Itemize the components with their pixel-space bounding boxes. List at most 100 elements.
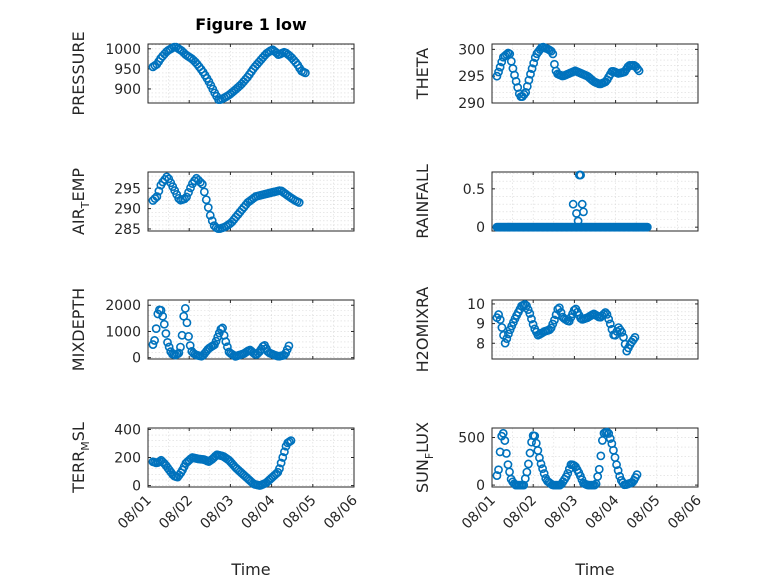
y-tick-label: 9 [476,317,485,333]
data-points [492,42,644,102]
data-point [492,71,502,81]
data-point [203,203,213,212]
data-point [207,216,217,226]
data-point [597,436,607,445]
data-point [634,66,644,76]
data-point [300,68,310,78]
data-point [522,467,532,477]
data-point [294,198,304,207]
data-point [600,308,610,317]
data-point [642,222,652,232]
y-tick-label: 0 [476,220,485,236]
data-point [617,327,627,337]
data-point [612,460,621,470]
subplot-sun-flux: 0 500 SUNFLUX 08/01 08/02 08/03 08/04 08/05 08/0… [413,422,705,532]
data-point [284,341,294,351]
data-point [162,172,172,182]
data-point [185,341,195,350]
data-point [275,464,284,474]
x-tick-label: 08/04 [239,492,279,532]
data-point [524,459,533,469]
data-point [519,90,529,99]
y-axis-label: PRESSURE [69,31,88,115]
y-axis-label: H2OMIXRA [413,287,432,373]
data-point [174,193,184,203]
data-point [539,469,549,478]
y-tick-label: 1000 [105,324,141,340]
data-point [190,176,199,186]
data-points [492,299,640,356]
xlabel-left: Time [230,560,270,579]
data-points [148,172,304,234]
data-point [531,438,541,448]
data-point [159,319,169,329]
data-point [632,470,642,480]
data-point [579,207,588,217]
x-tick-label: 08/01 [459,493,499,533]
x-tick-label: 08/06 [665,492,705,532]
data-point [576,170,585,180]
data-point [195,177,205,187]
data-point [538,464,547,474]
y-tick-label: 1000 [105,42,141,58]
data-point [156,305,166,315]
data-point [503,460,513,470]
data-point [550,315,559,325]
data-point [205,210,215,220]
data-point [502,50,511,59]
data-point [279,447,289,457]
data-point [500,338,510,348]
data-point [501,448,511,458]
data-point [199,187,209,197]
data-point [568,199,578,209]
data-point [529,58,539,68]
data-point [526,69,535,79]
data-point [563,468,573,478]
data-point [527,64,537,74]
y-tick-label: 295 [458,69,485,85]
data-point [536,459,546,469]
data-point [182,318,192,328]
data-point [524,75,534,85]
data-point [633,64,642,74]
subplot-h2omixra: 8 9 10 H2OMIXRA [413,287,699,373]
data-point [533,446,543,455]
x-axis-label-left: Time [230,560,270,579]
y-axis-label: THETA [413,48,432,100]
x-tick-label: 08/06 [321,492,361,532]
x-tick-label: 08/04 [583,492,623,532]
data-point [180,194,189,204]
x-tick-label: 08/02 [156,493,196,533]
data-point [594,464,604,474]
data-point [161,329,171,338]
subplot-air-temp: 285 290 295 AIRTEMP [69,168,355,238]
y-tick-label: 900 [114,82,141,98]
y-tick-label: 300 [458,42,485,58]
data-point [182,192,191,202]
subplot-mixdepth: 0 1000 2000 MIXDEPTH [69,288,355,371]
data-point [211,336,221,346]
subplot-theta: 290 295 300 THETA [413,42,699,112]
y-axis-label: RAINFALL [413,164,432,239]
data-point [221,337,231,347]
axes-frame [491,299,699,360]
data-point [502,334,512,344]
data-point [602,309,612,319]
y-tick-label: 0 [132,351,141,367]
y-tick-label: 950 [114,62,141,78]
data-point [590,480,599,490]
data-point [186,183,195,193]
y-axis-label: TERRMSL [69,422,92,494]
y-tick-label: 0.5 [463,182,485,198]
data-points [148,303,294,361]
data-point [494,310,503,319]
data-point [596,451,606,461]
data-point [605,319,615,329]
y-tick-label: 0 [132,479,141,495]
y-tick-label: 400 [114,422,141,438]
data-point [276,458,286,468]
axes-frame [491,43,699,104]
data-point [554,303,564,313]
